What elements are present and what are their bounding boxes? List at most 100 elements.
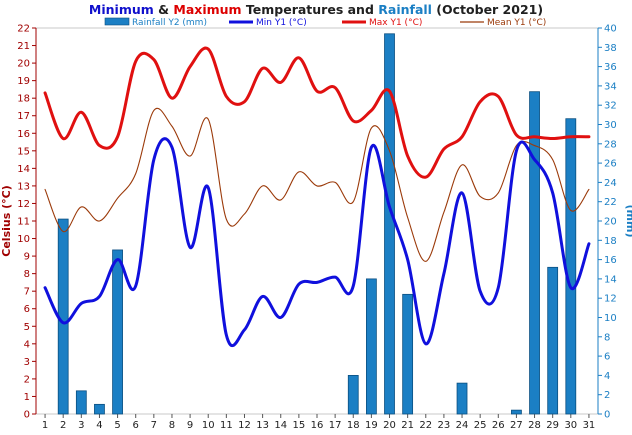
y-right-tick-label: 28	[604, 139, 617, 150]
rainfall-bar	[565, 118, 577, 415]
y-left-tick-label: 12	[17, 199, 30, 210]
rainfall-bar	[456, 382, 468, 415]
x-tick-label: 29	[546, 420, 559, 431]
x-tick-label: 17	[329, 420, 342, 431]
y-left-tick-label: 22	[17, 24, 30, 35]
x-tick-label: 14	[274, 420, 287, 431]
max-temperature-line	[43, 46, 591, 179]
y-right-tick-label: 38	[604, 43, 617, 54]
y-right-tick-label: 22	[604, 197, 617, 208]
x-tick-label: 20	[383, 420, 396, 431]
x-tick-label: 7	[151, 420, 157, 431]
x-tick-label: 15	[293, 420, 306, 431]
rainfall-bar	[547, 266, 559, 415]
x-tick-label: 6	[133, 420, 139, 431]
rainfall-bar	[366, 278, 377, 415]
y-right-tick-label: 40	[604, 24, 617, 35]
y-right-tick-label: 20	[604, 217, 617, 228]
y-right-tick-label: 36	[604, 62, 617, 73]
legend-label: Min Y1 (°C)	[256, 18, 307, 28]
x-tick-label: 10	[202, 420, 215, 431]
y-left-axis-label: Celsius (°C)	[0, 185, 13, 256]
x-tick-label: 26	[492, 420, 505, 431]
y-left-tick-label: 11	[17, 217, 30, 228]
x-tick-label: 19	[365, 420, 378, 431]
x-tick-label: 9	[187, 420, 193, 431]
y-right-tick-label: 12	[604, 294, 617, 305]
y-right-tick-label: 2	[604, 390, 610, 401]
x-tick-label: 4	[96, 420, 102, 431]
rainfall-bar	[511, 409, 522, 415]
y-left-tick-label: 13	[17, 181, 30, 192]
y-left-tick-label: 9	[24, 252, 30, 263]
rainfall-bar	[402, 293, 414, 415]
chart-title-part: Maximum	[173, 2, 241, 17]
x-tick-label: 13	[256, 420, 269, 431]
y-left-tick-label: 14	[17, 164, 30, 175]
y-left-tick-label: 15	[17, 146, 30, 157]
y-right-tick-label: 14	[604, 274, 617, 285]
chart-title-part: Minimum	[89, 2, 154, 17]
y-right-tick-label: 30	[604, 120, 617, 131]
x-tick-label: 21	[401, 420, 414, 431]
y-left-tick-label: 2	[24, 374, 30, 385]
x-tick-label: 28	[528, 420, 541, 431]
y-left-tick-label: 7	[24, 287, 30, 298]
x-tick-label: 16	[311, 420, 324, 431]
x-tick-label: 23	[438, 420, 451, 431]
y-right-tick-label: 32	[604, 101, 617, 112]
y-left-tick-label: 8	[24, 269, 30, 280]
y-right-axis-label: (mm)	[624, 205, 632, 238]
rainfall-bar	[347, 374, 359, 415]
y-right-tick-label: 6	[604, 352, 610, 363]
y-left-tick-label: 0	[24, 410, 30, 421]
y-left-tick-label: 1	[24, 392, 30, 403]
legend-swatch-rainfall	[104, 17, 130, 26]
rainfall-bar	[75, 390, 87, 415]
legend-label: Rainfall Y2 (mm)	[132, 18, 207, 28]
x-tick-label: 25	[474, 420, 487, 431]
x-tick-label: 12	[238, 420, 251, 431]
y-left-tick-label: 3	[24, 357, 30, 368]
rainfall-bar	[529, 91, 540, 415]
x-tick-label: 30	[564, 420, 577, 431]
chart-title-part: Temperatures and	[242, 2, 379, 17]
y-right-tick-label: 24	[604, 178, 617, 189]
y-right-tick-label: 18	[604, 236, 617, 247]
y-right-tick-label: 16	[604, 255, 617, 266]
x-tick-label: 5	[114, 420, 120, 431]
x-tick-label: 3	[78, 420, 84, 431]
y-left-tick-label: 4	[24, 339, 30, 350]
chart-title: Minimum & Maximum Temperatures and Rainf…	[89, 2, 543, 17]
x-tick-label: 11	[220, 420, 233, 431]
y-left-tick-label: 16	[17, 129, 30, 140]
x-tick-label: 1	[42, 420, 48, 431]
y-right-tick-label: 8	[604, 332, 610, 343]
y-left-tick-label: 17	[17, 111, 30, 122]
y-left-tick-label: 5	[24, 322, 30, 333]
chart-title-part: &	[154, 2, 174, 17]
y-left-tick-label: 21	[17, 41, 30, 52]
y-left-tick-label: 20	[17, 59, 30, 70]
y-left-tick-label: 10	[17, 234, 30, 245]
y-right-tick-label: 10	[604, 313, 617, 324]
y-right-tick-label: 4	[604, 371, 610, 382]
x-tick-label: 18	[347, 420, 360, 431]
mean-temperature-line	[44, 107, 590, 262]
y-left-tick-label: 6	[24, 304, 30, 315]
y-right-tick-label: 34	[604, 81, 617, 92]
x-tick-label: 31	[583, 420, 596, 431]
x-tick-label: 2	[60, 420, 66, 431]
x-tick-label: 22	[419, 420, 432, 431]
y-left-tick-label: 18	[17, 94, 30, 105]
y-left-tick-label: 19	[17, 76, 30, 87]
min-temperature-line	[43, 137, 591, 347]
rainfall-bar	[112, 249, 123, 415]
y-right-tick-label: 0	[604, 410, 610, 421]
x-tick-label: 24	[456, 420, 469, 431]
x-tick-label: 8	[169, 420, 175, 431]
legend-label: Max Y1 (°C)	[369, 18, 422, 28]
chart-title-part: (October 2021)	[432, 2, 543, 17]
